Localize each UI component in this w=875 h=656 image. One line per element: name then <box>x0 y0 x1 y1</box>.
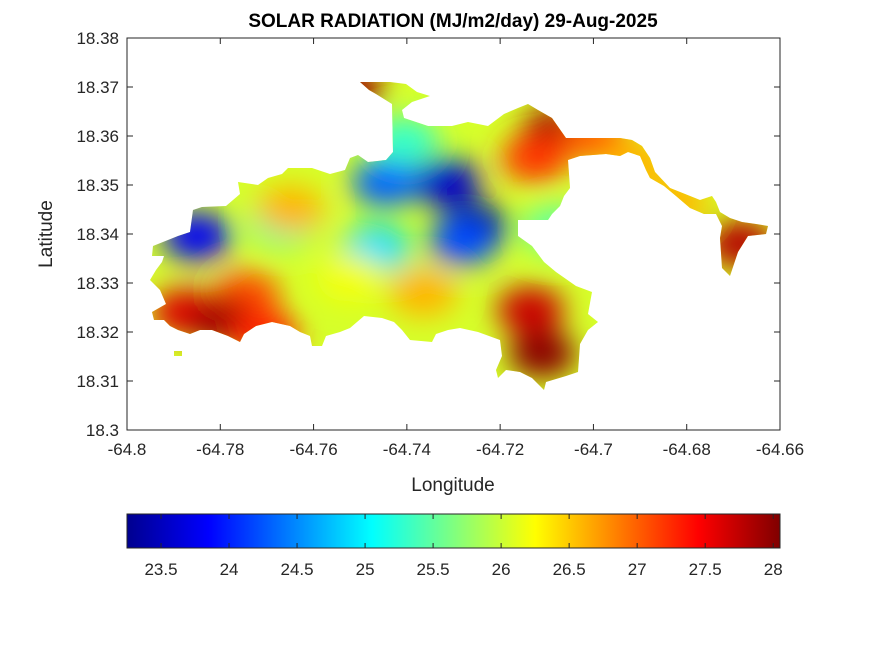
y-tick-label: 18.36 <box>76 127 119 146</box>
colorbar-ticks: 23.5 24 24.5 25 25.5 26 26.5 27 27.5 28 <box>144 514 783 579</box>
y-axis-ticks: 18.3 18.31 18.32 18.33 18.34 18.35 18.36 18.37 1… <box>76 29 780 440</box>
colorbar-tick-label: 26.5 <box>553 560 586 579</box>
colorbar-tick-label: 25.5 <box>417 560 450 579</box>
y-tick-label: 18.3 <box>86 421 119 440</box>
y-tick-label: 18.38 <box>76 29 119 48</box>
colorbar-tick-label: 24.5 <box>281 560 314 579</box>
heatmap-cell-8 <box>316 254 385 303</box>
y-tick-label: 18.31 <box>76 372 119 391</box>
x-axis-ticks: -64.8 -64.78 -64.76 -64.74 -64.72 -64.7 -64.68… <box>108 38 804 459</box>
heatmap-cell-1 <box>412 158 481 207</box>
y-tick-label: 18.32 <box>76 323 119 342</box>
x-tick-label: -64.78 <box>196 440 244 459</box>
x-tick-label: -64.66 <box>756 440 804 459</box>
y-tick-label: 18.34 <box>76 225 119 244</box>
x-tick-label: -64.8 <box>108 440 147 459</box>
x-axis-label: Longitude <box>411 475 494 496</box>
x-tick-label: -64.74 <box>383 440 431 459</box>
chart-title: SOLAR RADIATION (MJ/m2/day) 29-Aug-2025 <box>248 11 658 32</box>
heatmap-cell-7 <box>256 185 325 234</box>
heatmap-cell-9 <box>389 268 458 317</box>
colorbar-tick-label: 28 <box>764 560 783 579</box>
heatmap-cell-15 <box>508 330 577 379</box>
colorbar-tick-label: 25 <box>356 560 375 579</box>
y-tick-label: 18.35 <box>76 176 119 195</box>
colorbar-tick-label: 23.5 <box>144 560 177 579</box>
y-tick-label: 18.33 <box>76 274 119 293</box>
heatmap-cell-10 <box>428 217 497 266</box>
heatmap-cell-14 <box>496 285 565 334</box>
x-tick-label: -64.7 <box>574 440 613 459</box>
heatmap-cell-3 <box>351 158 420 207</box>
x-tick-label: -64.76 <box>289 440 337 459</box>
y-tick-label: 18.37 <box>76 78 119 97</box>
heatmap-cell-17 <box>501 134 570 183</box>
y-axis-label: Latitude <box>36 200 57 268</box>
x-tick-label: -64.68 <box>663 440 711 459</box>
colorbar <box>126 513 781 549</box>
colorbar-tick-label: 27 <box>628 560 647 579</box>
colorbar-tick-label: 27.5 <box>689 560 722 579</box>
colorbar-tick-label: 26 <box>492 560 511 579</box>
x-tick-label: -64.72 <box>476 440 524 459</box>
colorbar-tick-label: 24 <box>220 560 239 579</box>
